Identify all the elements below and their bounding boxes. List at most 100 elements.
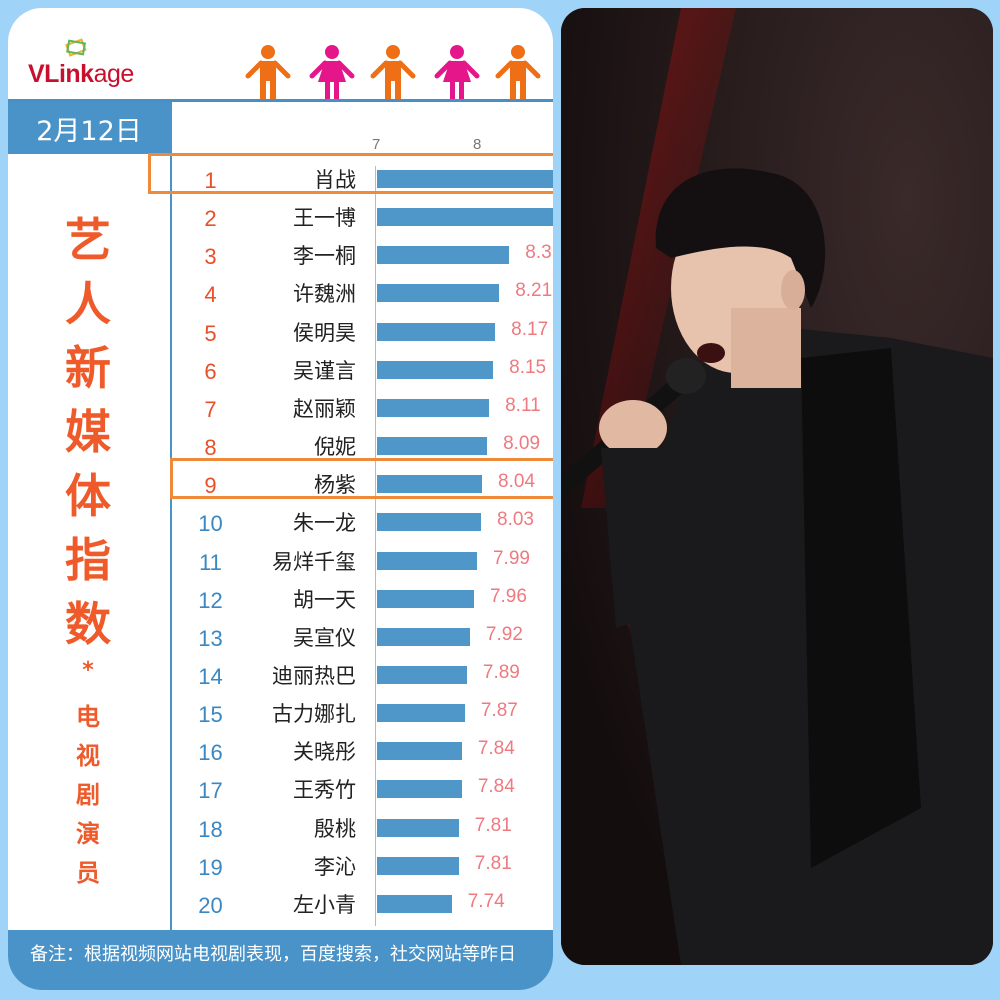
bar [377,665,467,684]
vlinkage-logo: VLinkage [28,60,134,88]
male-person-icon [495,45,541,100]
value-label: 8.21 [515,280,553,302]
rank-number: 1 [204,168,217,193]
date-label: 2月12日 [8,102,170,154]
artist-name: 易烊千玺 [272,549,356,574]
artist-name: 胡一天 [293,587,356,612]
value-label: 7.96 [489,585,527,607]
value-label: 7.81 [474,852,512,874]
title-char: 体 [65,469,111,523]
male-person-icon [245,45,291,100]
rank-number: 4 [204,282,217,308]
artist-name: 李沁 [314,854,356,879]
title-char: 媒 [65,405,111,459]
singer-photo [561,8,993,965]
bar [377,322,496,341]
value-label: 8.15 [509,356,547,378]
bar [377,589,474,608]
bar [377,742,462,761]
value-label: 7.89 [482,661,520,683]
rank-number: 8 [204,435,217,461]
title-char: 人 [65,277,111,331]
x-tick-label: 7 [372,136,381,153]
subtitle-char: 视 [76,742,100,770]
bar [377,360,494,379]
value-label: 7.84 [477,776,515,798]
rank-number: 20 [198,892,223,918]
artist-name: 肖战 [314,168,356,192]
male-person-icon [370,45,416,100]
column-divider [170,102,172,937]
chart-subtitle: 电视剧演员 [58,698,118,893]
y-axis-line [375,166,376,926]
artist-name: 王秀竹 [293,778,356,803]
bar [377,208,553,227]
title-char: 艺 [65,213,111,267]
subtitle-char: 电 [76,703,100,731]
title-char: 指 [65,533,111,587]
bar [377,513,482,532]
rank-number: 11 [199,549,222,575]
bar [377,551,477,570]
rank-number: 7 [204,396,217,422]
artist-name: 殷桃 [314,816,356,841]
chart-title: 艺人新媒体指数 [58,208,118,656]
rank-number: 6 [204,358,217,384]
ranking-card: VLinkage 2月12日 艺人新媒体指数 * 电视剧演员 7 8 1 肖战 2 王一博… [8,8,553,990]
artist-name: 吴宣仪 [293,625,356,650]
rank-number: 19 [198,854,223,880]
value-label: 7.81 [474,814,512,836]
artist-name: 左小青 [293,892,356,917]
rank-number: 18 [198,816,223,842]
bar [377,398,490,417]
female-person-icon [309,45,355,100]
artist-name: 赵丽颖 [293,396,356,421]
rank-number: 13 [198,625,223,651]
rank-number: 3 [204,244,217,270]
bar [377,627,470,646]
female-person-icon [434,45,480,100]
bar [377,780,462,799]
bar [377,704,465,723]
value-label: 8.09 [503,433,541,455]
value-label: 7.84 [477,738,515,760]
value-label: 7.74 [467,890,505,912]
artist-name: 倪妮 [314,435,356,460]
title-char: 新 [65,341,111,395]
rank-number: 12 [198,587,223,613]
subtitle-char: 演 [76,820,100,848]
bar [377,170,553,188]
rank-number: 17 [198,778,223,804]
logo-mark-icon [65,38,87,57]
asterisk: * [82,658,94,683]
bar [377,894,452,913]
subtitle-char: 员 [76,859,100,887]
bar [377,437,488,456]
highlight-box [148,153,553,194]
artist-name: 吴谨言 [293,358,356,383]
highlight-box [170,458,553,500]
subtitle-char: 剧 [76,781,100,809]
value-label: 7.92 [485,623,523,645]
value-label: 7.99 [492,547,530,569]
bar [377,246,510,265]
artist-name: 关晓彤 [293,740,356,765]
artist-name: 迪丽热巴 [272,663,356,688]
rank-number: 9 [204,473,217,499]
bar [377,856,459,875]
value-label: 8.3 [525,242,552,264]
artist-name: 王一博 [293,206,356,231]
artist-name: 许魏洲 [293,282,356,307]
artist-name: 李一桐 [293,244,356,269]
title-char: 数 [65,597,111,651]
photo-illustration [561,8,993,965]
value-label: 8.17 [511,318,549,340]
rank-number: 16 [198,740,223,766]
bar [377,284,500,303]
artist-name: 侯明昊 [293,320,356,345]
rank-number: 2 [204,206,217,232]
header-divider [8,99,553,102]
value-label: 7.87 [480,700,518,722]
artist-name: 杨紫 [314,473,356,498]
x-tick-label: 8 [473,136,482,153]
